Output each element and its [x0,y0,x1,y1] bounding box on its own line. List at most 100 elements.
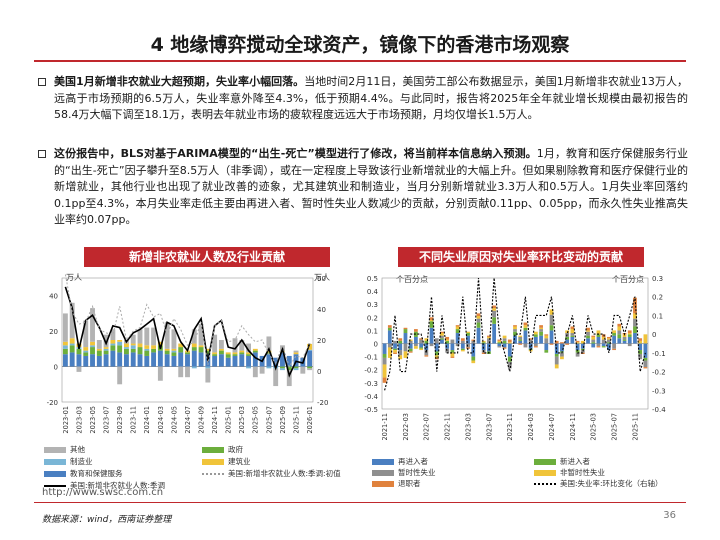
right-axis-unit: 个百分点 [612,275,644,284]
bar-government [137,347,143,355]
bar-new_entrant [643,357,648,361]
y2-tick-label: 0 [317,368,321,376]
left-nonfarm-chart: 万人 万人 -20 0 20 40 -20 0 20 40 60 2023-01 2023-03 20… [47,273,330,434]
legend-temporary: 暂时性失业 [372,467,436,478]
bar-retiree [627,330,632,334]
line-nonfarm_sa [64,286,311,378]
bar-reentrant [429,327,434,344]
bar-new_entrant [455,329,460,334]
bar-reentrant [455,333,460,344]
bar-nontemporary [575,342,580,344]
bar-temporary [528,339,533,344]
footer-website-link[interactable]: http://www.swsc.com.cn [42,487,164,498]
bar-new_entrant [627,334,632,337]
bar-education_health [69,352,75,367]
bar-nontemporary [424,338,429,341]
bar-reentrant [419,343,423,348]
bar-government [225,354,231,358]
y-tick-label: 0.3 [367,301,378,309]
bar-nontemporary [455,326,460,330]
bar-temporary [408,340,413,344]
bar-temporary [544,338,549,344]
bar-new_entrant [403,329,408,334]
bar-education_health [280,352,285,367]
bar-construction [293,352,299,355]
bar-other [157,366,163,381]
bar-nontemporary [539,327,543,330]
bar-retiree [487,335,491,337]
x-tick-label: 2021-11 [381,413,389,441]
bullet-paragraph-2: 这份报告中，BLS对基于ARIMA模型的“出生-死亡”模型进行了修改，将当前样本… [38,146,688,229]
x-tick-label: 2024-03 [157,406,165,434]
legend-swatch [372,470,394,476]
bar-other [178,366,184,378]
bar-temporary [419,339,423,344]
x-tick-label: 2024-05 [170,406,178,434]
bar-education_health [212,355,218,367]
bar-manufacturing [69,343,75,346]
bar-nontemporary [580,340,585,344]
bar-retiree [518,343,523,345]
bar-government [103,350,109,355]
bar-retiree [554,340,559,344]
y2-tick-label: -0.4 [652,406,666,414]
bar-nontemporary [513,326,517,330]
legend-other: 其他 [44,444,85,455]
bar-reentrant [612,335,616,344]
bar-manufacturing [117,341,123,346]
bar-manufacturing [280,368,285,371]
bar-government [293,366,299,369]
bar-temporary [507,361,512,369]
legend-new-entrant: 新进入者 [534,456,590,467]
bar-new_entrant [523,327,528,331]
bar-nontemporary [596,330,601,335]
x-tick-label: 2023-03 [464,413,472,441]
bar-nontemporary [403,351,408,358]
bar-government [280,366,285,369]
bar-reentrant [622,340,627,344]
legend-swatch [44,459,66,465]
bar-education_health [157,350,163,367]
bar-manufacturing [130,345,136,349]
bar-nontemporary [398,355,403,360]
y2-tick-label: -0.1 [652,350,666,358]
left-chart-header: 新增非农就业人数及行业贡献 [84,247,330,267]
bar-temporary [591,339,596,343]
bar-retiree [549,343,554,345]
bar-other [151,327,157,346]
bar-temporary [497,346,502,348]
bar-reentrant [398,343,403,351]
y-tick-label: 0.1 [367,327,378,335]
bar-construction [232,352,238,355]
bar-nontemporary [481,340,486,343]
bar-retiree [544,334,549,336]
bar-temporary [382,357,387,365]
page-title: 4 地缘博弈搅动全球资产，镜像下的香港市场观察 [150,34,570,56]
bar-nontemporary [414,346,418,349]
bullet-2-body: 1月，教育和医疗保健服务行业的“出生-死亡”因子攀升至8.5万人（非季调），或在… [54,147,688,226]
bar-construction [62,341,68,346]
bar-education_health [164,354,170,367]
bar-government [117,345,123,353]
bar-nontemporary [440,333,444,336]
line-rate_change [384,277,646,391]
bar-other [83,320,89,348]
bar-reentrant [414,336,418,344]
bar-reentrant [487,343,491,352]
x-tick-label: 2023-11 [130,406,138,434]
data-source-note: 数据来源：wind，西南证券整理 [42,515,172,525]
bar-construction [266,350,272,353]
bar-other [239,340,245,351]
bar-temporary [424,350,429,356]
x-tick-label: 2023-07 [485,413,493,441]
bar-other [198,324,204,346]
bar-education_health [286,355,292,367]
bar-nontemporary [627,333,632,335]
y-tick-label: -20 [47,399,58,407]
bar-nontemporary [607,338,611,340]
bar-manufacturing [266,366,272,369]
legend-retiree: 退职者 [372,478,421,489]
x-tick-label: 2024-07 [548,413,556,441]
bar-nontemporary [638,340,643,344]
bar-retiree [507,339,512,343]
